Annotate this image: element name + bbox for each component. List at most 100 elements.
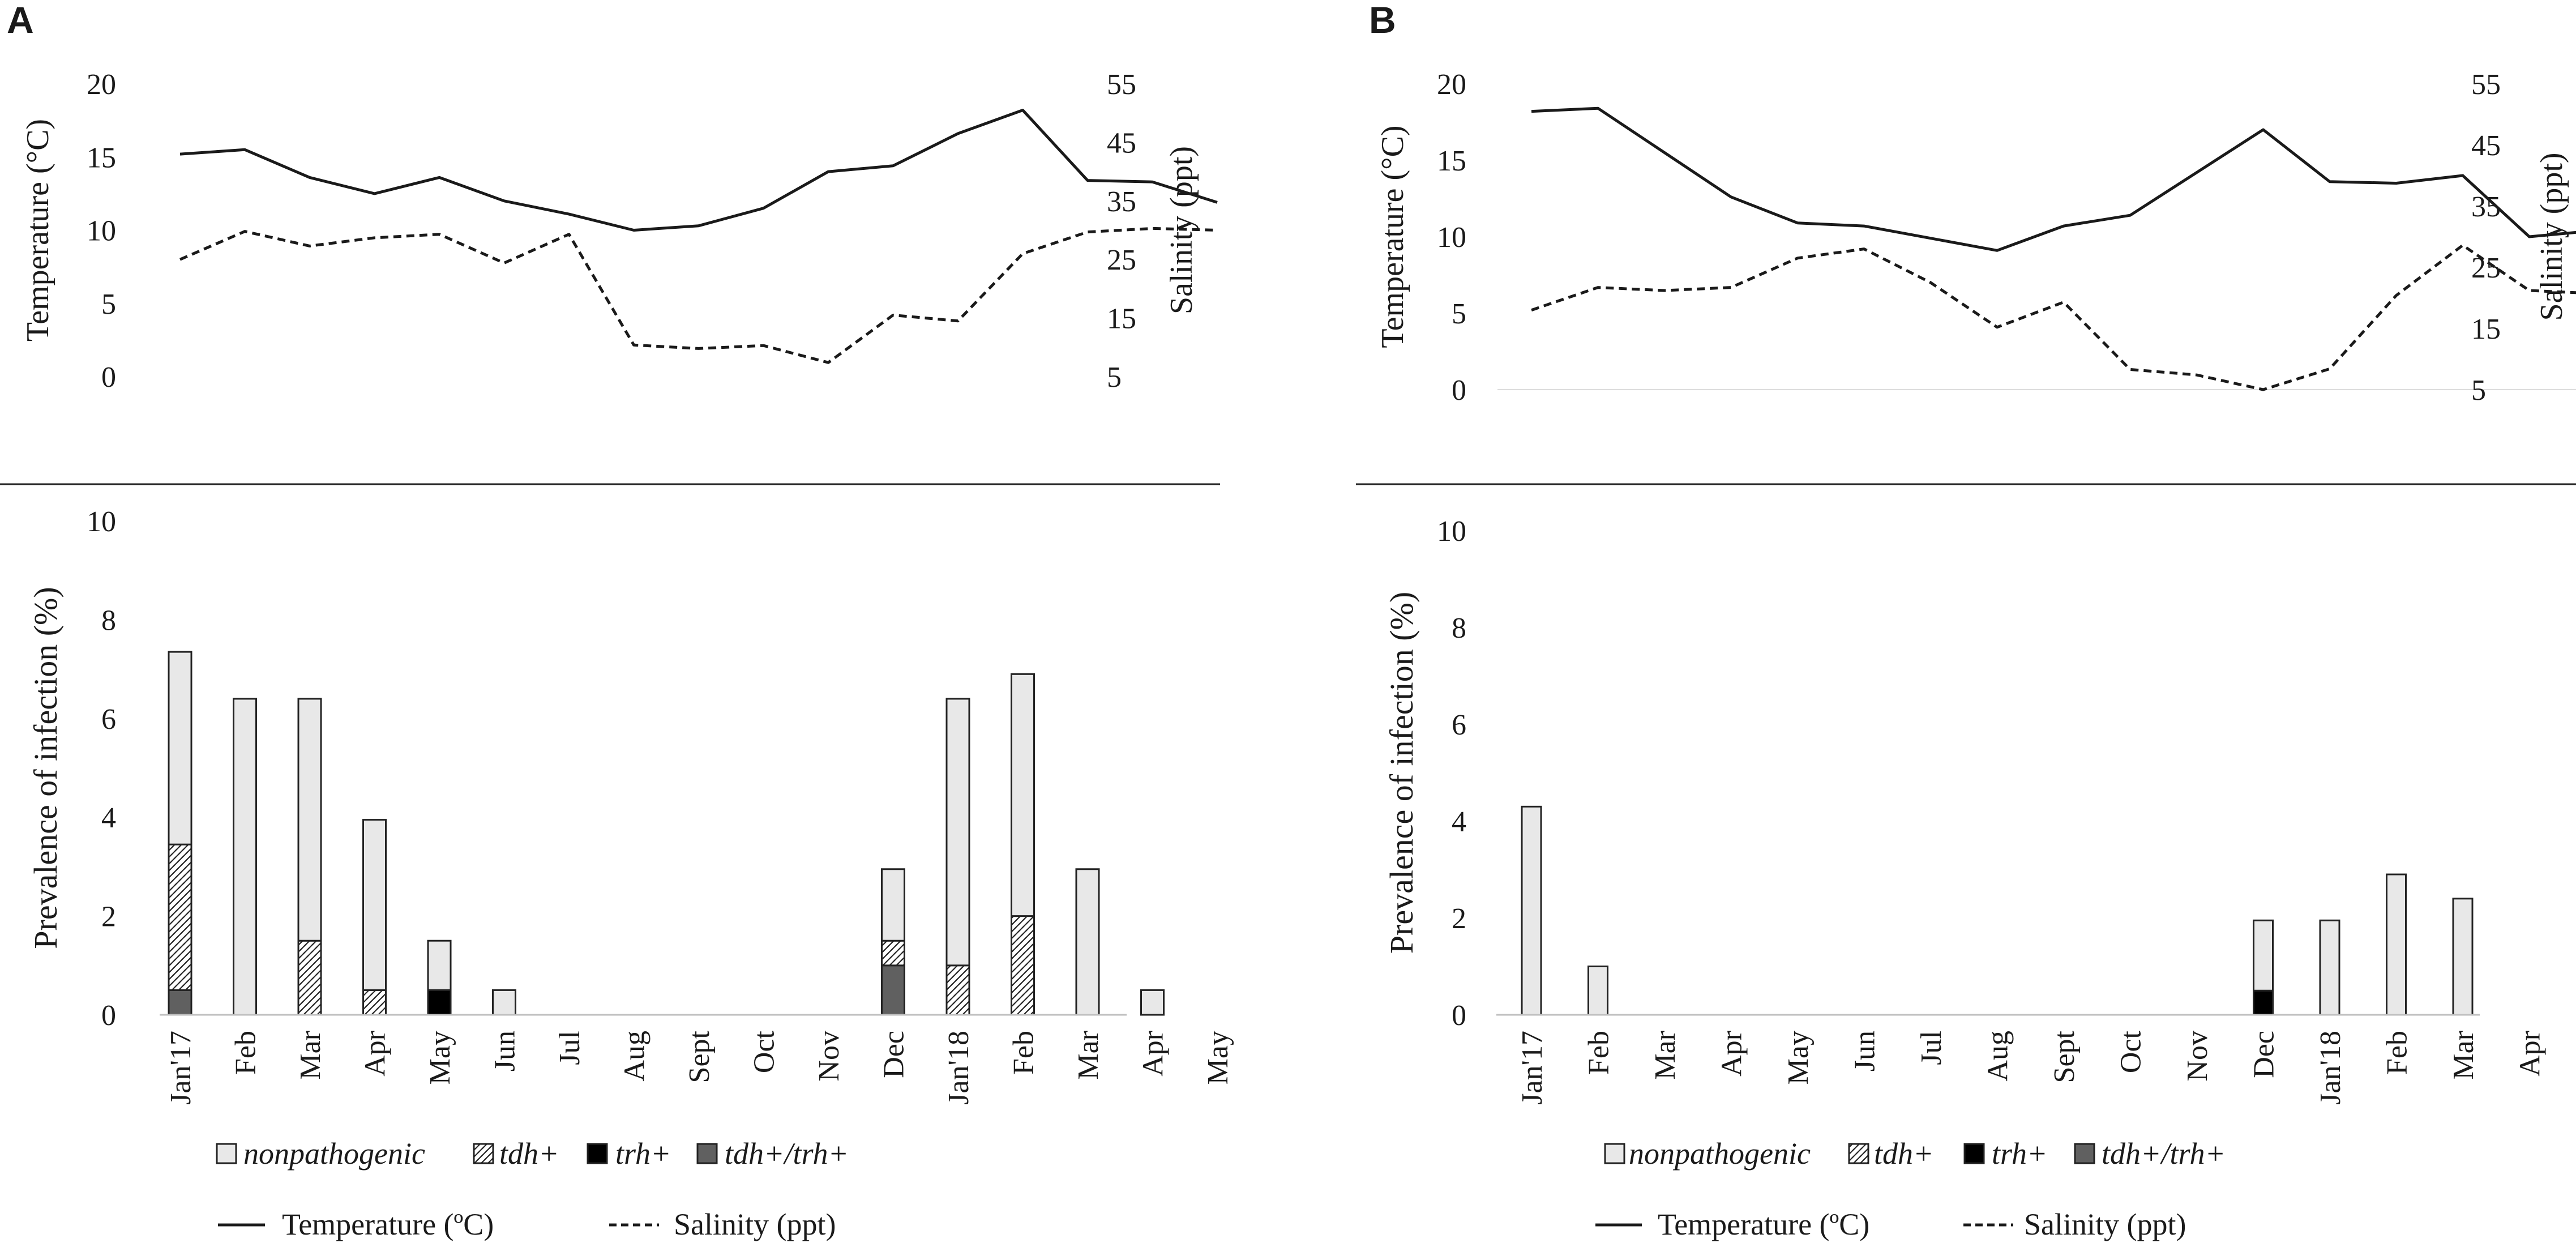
temperature-tick-label: 5 — [101, 288, 116, 321]
month-tick-label: Dec — [878, 1031, 910, 1078]
bar-tdh — [297, 939, 322, 1016]
legend-swatch-nonpathogenic — [216, 1143, 237, 1164]
month-tick-label: Oct — [748, 1030, 781, 1073]
legend-label-nonpathogenic: nonpathogenic — [1629, 1137, 1811, 1171]
bar-nonpathogenic — [492, 989, 516, 1016]
temperature-tick-label: 10 — [1437, 221, 1466, 254]
month-tick-label: Nov — [813, 1031, 845, 1082]
prevalence-tick-label: 4 — [1452, 806, 1466, 838]
month-tick-label: Jan'18 — [2314, 1031, 2347, 1105]
bar-trh — [427, 989, 452, 1016]
bar-nonpathogenic — [2452, 898, 2474, 1016]
legend-label-tdh: tdh+ — [1874, 1137, 1933, 1171]
salinity-series-line — [1531, 244, 2576, 391]
month-tick-label: Jan'18 — [943, 1031, 975, 1105]
temperature-tick-label: 0 — [1452, 374, 1466, 407]
temperature-series-line — [1531, 106, 2576, 252]
bar-tdh — [1011, 915, 1035, 1016]
temperature-tick-label: 5 — [1452, 298, 1466, 330]
prevalence-tick-label: 10 — [1437, 515, 1466, 548]
month-tick-label: Jun — [489, 1031, 521, 1071]
prevalence-tick-label: 8 — [101, 604, 116, 637]
month-tick-label: Nov — [2181, 1031, 2214, 1082]
prevalence-axis-label: Prevalence of infection (%) — [27, 587, 64, 949]
panel-letter-b: B — [1369, 0, 1396, 41]
bar-nonpathogenic — [297, 698, 322, 942]
bar-tdh-trh — [168, 989, 192, 1016]
month-tick-label: Jan'17 — [1516, 1031, 1548, 1105]
bar-nonpathogenic — [2253, 919, 2274, 992]
panel-b-legend: nonpathogenic tdh+ trh+ tdh+/trh+ Temper… — [1595, 1137, 2226, 1241]
month-tick-label: May — [1202, 1031, 1234, 1084]
legend-label-temperature: Temperature (ºC) — [1658, 1207, 1869, 1241]
month-tick-label: Mar — [1072, 1031, 1105, 1080]
prevalence-tick-label: 8 — [1452, 612, 1466, 644]
prevalence-tick-label: 2 — [101, 901, 116, 933]
prevalence-axis-label: Prevalence of infection (%) — [1383, 592, 1420, 954]
salinity-tick-label: 15 — [1107, 303, 1136, 335]
salinity-tick-label: 45 — [2471, 130, 2501, 162]
bar-nonpathogenic — [233, 698, 257, 1016]
month-tick-label: Feb — [1583, 1031, 1615, 1075]
panel-a-legend: nonpathogenic tdh+ trh+ tdh+/trh+ Temper… — [216, 1137, 849, 1241]
month-tick-label: Apr — [360, 1031, 392, 1077]
bar-nonpathogenic — [362, 819, 387, 991]
salinity-tick-label: 5 — [1107, 361, 1122, 394]
bar-nonpathogenic — [1140, 989, 1165, 1016]
month-tick-label: Mar — [294, 1031, 327, 1080]
salinity-tick-label: 55 — [1107, 69, 1136, 101]
prevalence-tick-label: 10 — [87, 506, 116, 538]
legend-label-nonpathogenic: nonpathogenic — [243, 1137, 425, 1171]
prevalence-tick-label: 0 — [1452, 1000, 1466, 1032]
legend-label-salinity: Salinity (ppt) — [674, 1207, 836, 1241]
legend-swatch-tdh — [473, 1143, 494, 1164]
legend-label-tdh: tdh+ — [499, 1137, 559, 1171]
month-tick-label: Mar — [2447, 1031, 2480, 1080]
legend-swatch-tdh — [1848, 1143, 1869, 1164]
temperature-tick-label: 10 — [87, 215, 116, 247]
month-tick-label: Aug — [619, 1031, 651, 1082]
legend-label-trh: trh+ — [1992, 1137, 2047, 1171]
salinity-tick-label: 15 — [2471, 313, 2501, 345]
bar-tdh — [168, 843, 192, 991]
temperature-series-line — [179, 109, 1218, 232]
panel-letter-a: A — [7, 0, 34, 41]
month-tick-label: Feb — [230, 1031, 262, 1075]
panel-b-prevalence-chart: 0 2 4 6 8 10 Prevalence of infection (%) Jan'17… — [1383, 515, 2547, 1105]
bar-nonpathogenic — [1011, 673, 1035, 917]
prevalence-tick-label: 6 — [1452, 709, 1466, 741]
bar-tdh-trh — [881, 964, 905, 1016]
prevalence-tick-label: 0 — [101, 1000, 116, 1032]
salinity-tick-label: 45 — [1107, 127, 1136, 159]
legend-swatch-trh — [587, 1143, 608, 1164]
bar-tdh — [362, 989, 387, 1016]
bar-nonpathogenic — [945, 698, 970, 967]
month-tick-label: Apr — [1137, 1031, 1170, 1077]
legend-label-tdh-trh: tdh+/trh+ — [2102, 1137, 2226, 1171]
month-tick-label: Apr — [2514, 1031, 2547, 1077]
temperature-tick-label: 20 — [87, 69, 116, 101]
month-tick-label: Dec — [2248, 1031, 2280, 1078]
temperature-tick-label: 0 — [101, 361, 116, 394]
salinity-tick-label: 5 — [2471, 374, 2486, 407]
bar-nonpathogenic — [2386, 873, 2407, 1016]
bar-tdh — [945, 964, 970, 1016]
legend-swatch-nonpathogenic — [1604, 1143, 1625, 1164]
legend-swatch-tdh-trh — [696, 1143, 718, 1164]
legend-label-salinity: Salinity (ppt) — [2024, 1207, 2186, 1241]
bar-nonpathogenic — [1521, 805, 1542, 1016]
month-tick-label: Sept — [683, 1030, 716, 1083]
month-tick-label: Apr — [1716, 1031, 1748, 1077]
temperature-axis-label: Temperature (°C) — [1375, 125, 1410, 348]
salinity-tick-label: 35 — [1107, 186, 1136, 218]
prevalence-tick-label: 2 — [1452, 903, 1466, 935]
bar-nonpathogenic — [1587, 966, 1608, 1016]
salinity-tick-label: 55 — [2471, 69, 2501, 101]
bar-nonpathogenic — [168, 651, 192, 845]
month-tick-label: Jun — [1849, 1031, 1881, 1071]
month-tick-label: Feb — [2381, 1031, 2414, 1075]
legend-label-trh: trh+ — [615, 1137, 671, 1171]
month-tick-label: Aug — [1982, 1031, 2014, 1082]
